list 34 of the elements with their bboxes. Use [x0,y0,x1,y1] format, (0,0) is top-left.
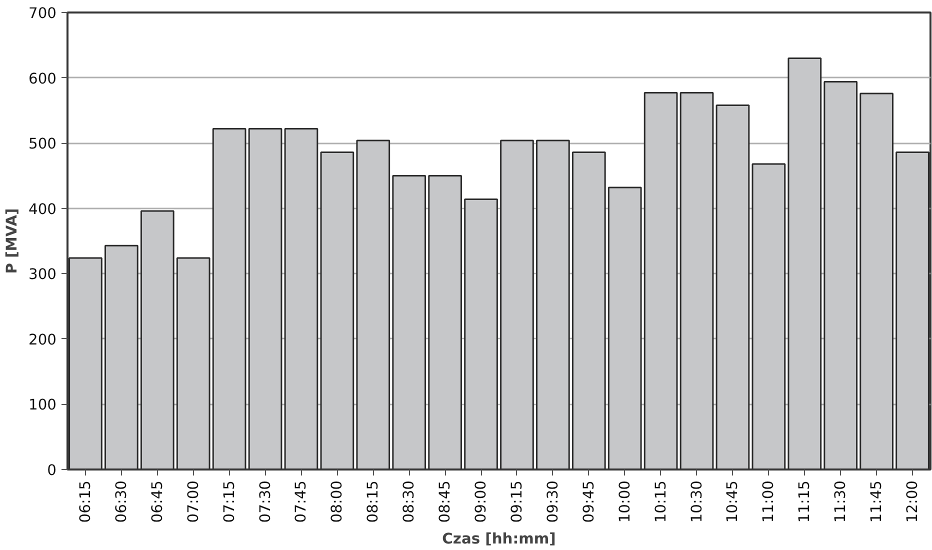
x-tick-label: 10:45 [724,480,742,523]
y-tick-label: 200 [28,331,57,348]
x-tick-label: 06:45 [148,480,166,523]
x-axis-title: Czas [hh:mm] [442,530,556,548]
y-tick-label: 500 [28,136,57,153]
x-tick-label: 07:00 [184,480,202,523]
x-tick-label: 09:15 [508,480,526,523]
x-tick-label: 06:30 [112,480,130,523]
x-tick-label: 11:15 [796,480,814,523]
x-tick-label: 12:00 [904,480,922,523]
y-tick-label: 0 [47,462,57,479]
y-tick-label: 400 [28,200,57,218]
x-tick-label: 06:15 [76,480,94,523]
y-tick-label: 600 [28,70,57,88]
x-tick-label: 07:15 [220,480,238,523]
y-tick-label: 700 [28,5,57,22]
y-tick-label: 300 [28,266,57,284]
y-tick-label: 100 [28,396,57,414]
y-axis-title: P [MVA] [4,208,21,274]
x-tick-label: 08:15 [364,480,382,523]
x-tick-label: 10:30 [688,480,706,523]
x-tick-label: 10:15 [652,480,670,523]
x-tick-label: 11:30 [832,480,850,523]
x-tick-label: 08:00 [328,480,346,523]
x-tick-label: 08:45 [436,480,454,523]
x-tick-label: 11:45 [868,480,886,523]
x-tick-label: 07:45 [292,480,310,523]
x-tick-label: 11:00 [760,480,778,523]
x-tick-label: 10:00 [616,480,634,523]
x-tick-label: 07:30 [256,480,274,523]
x-tick-label: 09:30 [544,480,562,523]
x-tick-label: 09:45 [580,480,598,523]
x-tick-label: 09:00 [472,480,490,523]
x-tick-label: 08:30 [400,480,418,523]
